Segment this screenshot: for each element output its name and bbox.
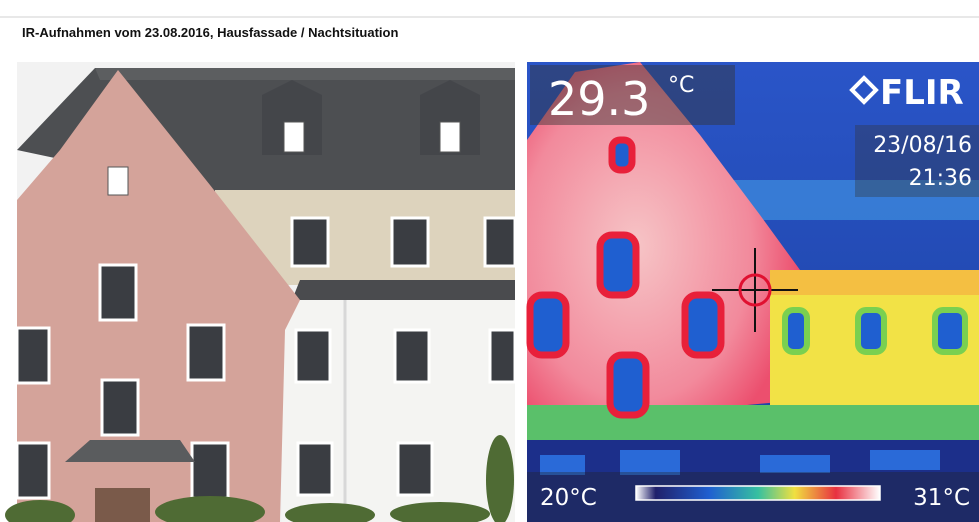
shape: [870, 450, 940, 470]
document: IR-Aufnahmen vom 23.08.2016, Hausfassade…: [0, 0, 979, 522]
shape: [108, 167, 128, 195]
shape: [612, 140, 632, 170]
shape: [95, 68, 515, 80]
time: 21:36: [909, 166, 972, 191]
shape: [188, 325, 224, 380]
scale-max: 31°C: [913, 485, 970, 511]
shape: [770, 270, 979, 295]
scale-min: 20°C: [540, 485, 597, 511]
shape: [398, 443, 432, 495]
shape: [95, 488, 150, 522]
shape: [490, 330, 515, 382]
shape: [785, 310, 807, 352]
color-scale: [636, 486, 880, 500]
shape: [17, 443, 49, 498]
shape: [298, 443, 332, 495]
shape: [620, 450, 680, 475]
shape: [486, 435, 514, 522]
shape: [685, 295, 721, 355]
shape: [102, 380, 138, 435]
thermal-image: 29.3 °C FLIR 23/08/16 21:36 20°C 31°C: [527, 62, 979, 522]
temperature: 29.3: [548, 72, 650, 126]
shape: [296, 330, 330, 382]
shape: [284, 122, 304, 152]
shape: [527, 405, 979, 445]
photo: [5, 62, 515, 522]
title: IR-Aufnahmen vom 23.08.2016, Hausfassade…: [22, 25, 398, 40]
shape: [100, 265, 136, 320]
shape: [530, 295, 566, 355]
shape: [485, 218, 515, 266]
date: 23/08/16: [873, 133, 972, 158]
shape: [292, 218, 328, 266]
shape: [395, 330, 429, 382]
shape: [192, 443, 228, 498]
temperature-unit: °C: [668, 73, 694, 98]
page: IR-Aufnahmen {"header": {"title": "IR-Au…: [0, 0, 979, 522]
shape: [760, 455, 830, 473]
shape: [17, 328, 49, 383]
shape: [440, 122, 460, 152]
shape: [600, 235, 636, 295]
shape: [858, 310, 884, 352]
shape: [935, 310, 965, 352]
page-body: IR-Aufnahmen vom 23.08.2016, Hausfassade…: [0, 0, 979, 522]
brand: FLIR: [880, 73, 964, 113]
shape: [610, 355, 646, 415]
shape: [392, 218, 428, 266]
